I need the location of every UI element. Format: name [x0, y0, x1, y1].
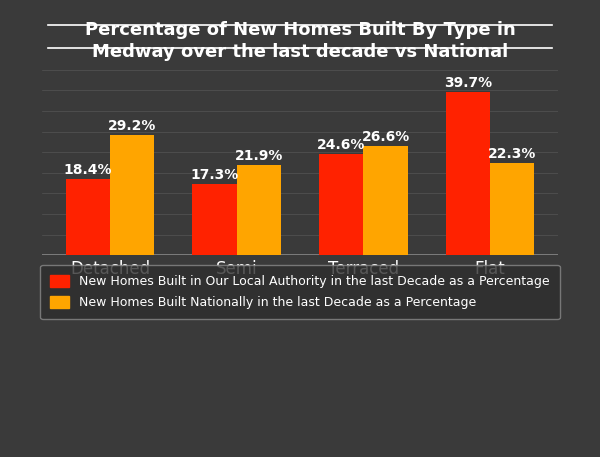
Text: 24.6%: 24.6%	[317, 138, 365, 152]
Text: 26.6%: 26.6%	[361, 129, 410, 143]
Text: 17.3%: 17.3%	[190, 168, 239, 182]
Bar	[319, 154, 364, 255]
Text: 29.2%: 29.2%	[108, 119, 157, 133]
Text: 21.9%: 21.9%	[235, 149, 283, 163]
Bar	[110, 135, 154, 255]
Bar	[65, 179, 110, 255]
Text: Percentage of New Homes Built By Type in: Percentage of New Homes Built By Type in	[85, 21, 515, 38]
Text: Medway over the last decade vs National: Medway over the last decade vs National	[92, 43, 508, 61]
Bar	[446, 92, 490, 255]
Bar	[364, 146, 407, 255]
Legend: New Homes Built in Our Local Authority in the last Decade as a Percentage, New H: New Homes Built in Our Local Authority i…	[40, 265, 560, 319]
Text: 39.7%: 39.7%	[444, 75, 492, 90]
Bar	[490, 163, 535, 255]
Bar	[236, 165, 281, 255]
Text: 18.4%: 18.4%	[64, 163, 112, 177]
Bar	[193, 184, 236, 255]
Text: 22.3%: 22.3%	[488, 147, 536, 161]
